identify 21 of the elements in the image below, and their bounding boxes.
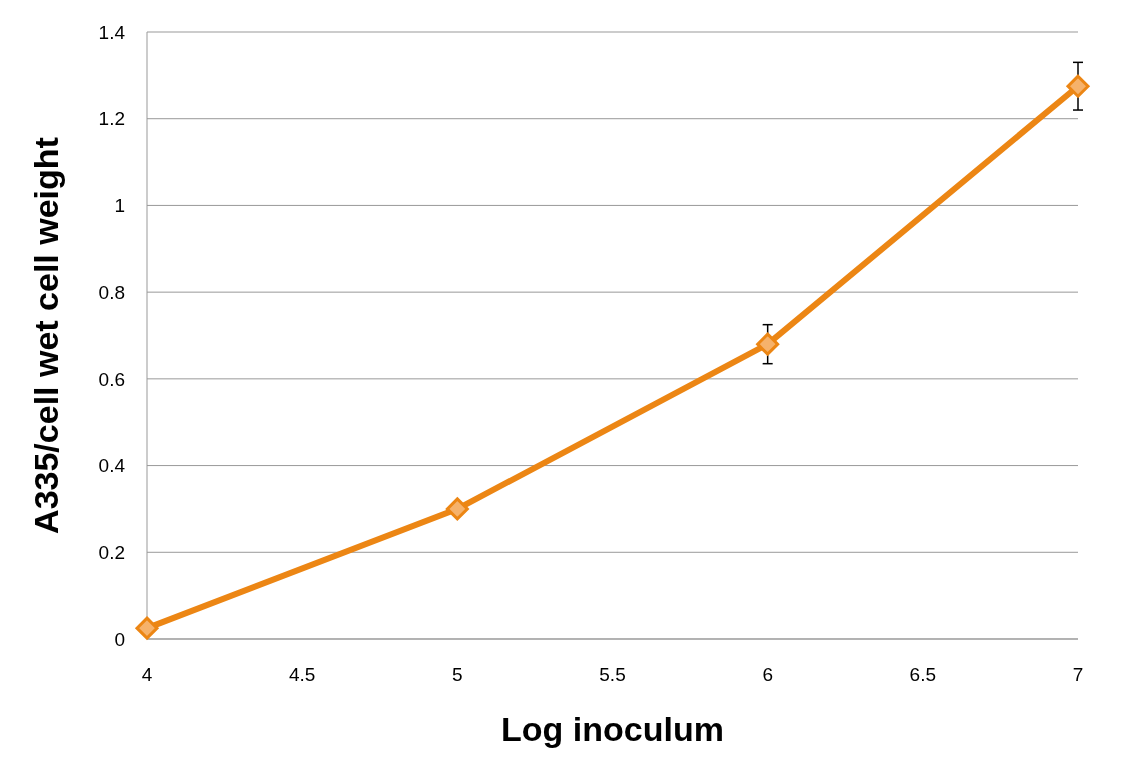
x-tick-label: 6.5	[909, 664, 937, 685]
x-tick-label: 5.5	[599, 664, 626, 685]
x-tick-label: 7	[1072, 664, 1084, 685]
x-axis-title: Log inoculum	[501, 710, 724, 748]
point	[1066, 74, 1090, 98]
y-tick-label: 0.8	[98, 281, 125, 303]
y-tick-label: 1	[114, 195, 125, 217]
y-axis-title: A335/cell wet cell weight	[27, 137, 65, 534]
y-tick-label: 1.4	[98, 21, 126, 43]
x-tick-label: 5	[452, 664, 463, 685]
x-tick-label: 6	[762, 664, 773, 685]
y-tick-label: 0.2	[98, 541, 125, 563]
point	[445, 497, 469, 521]
y-tick-label: 0	[114, 628, 125, 650]
x-tick-label: 4.5	[288, 664, 316, 685]
y-tick-label: 1.2	[98, 108, 125, 130]
y-tick-label: 0.6	[98, 368, 125, 390]
x-tick-label: 4	[141, 664, 153, 685]
y-tick-label: 0.4	[98, 455, 126, 477]
point	[135, 616, 159, 640]
point	[756, 332, 780, 356]
